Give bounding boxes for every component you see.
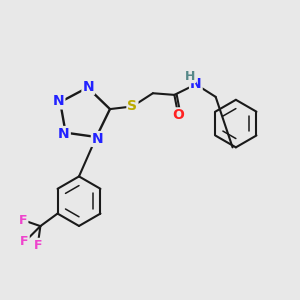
Text: F: F [19, 214, 28, 227]
Text: N: N [190, 77, 202, 91]
Text: H: H [185, 70, 195, 83]
Text: S: S [128, 99, 137, 113]
Text: N: N [53, 94, 64, 108]
Text: O: O [172, 108, 184, 122]
Text: F: F [34, 239, 42, 252]
Text: N: N [92, 132, 103, 146]
Text: F: F [20, 236, 29, 248]
Text: N: N [58, 127, 70, 141]
Text: N: N [82, 80, 94, 94]
